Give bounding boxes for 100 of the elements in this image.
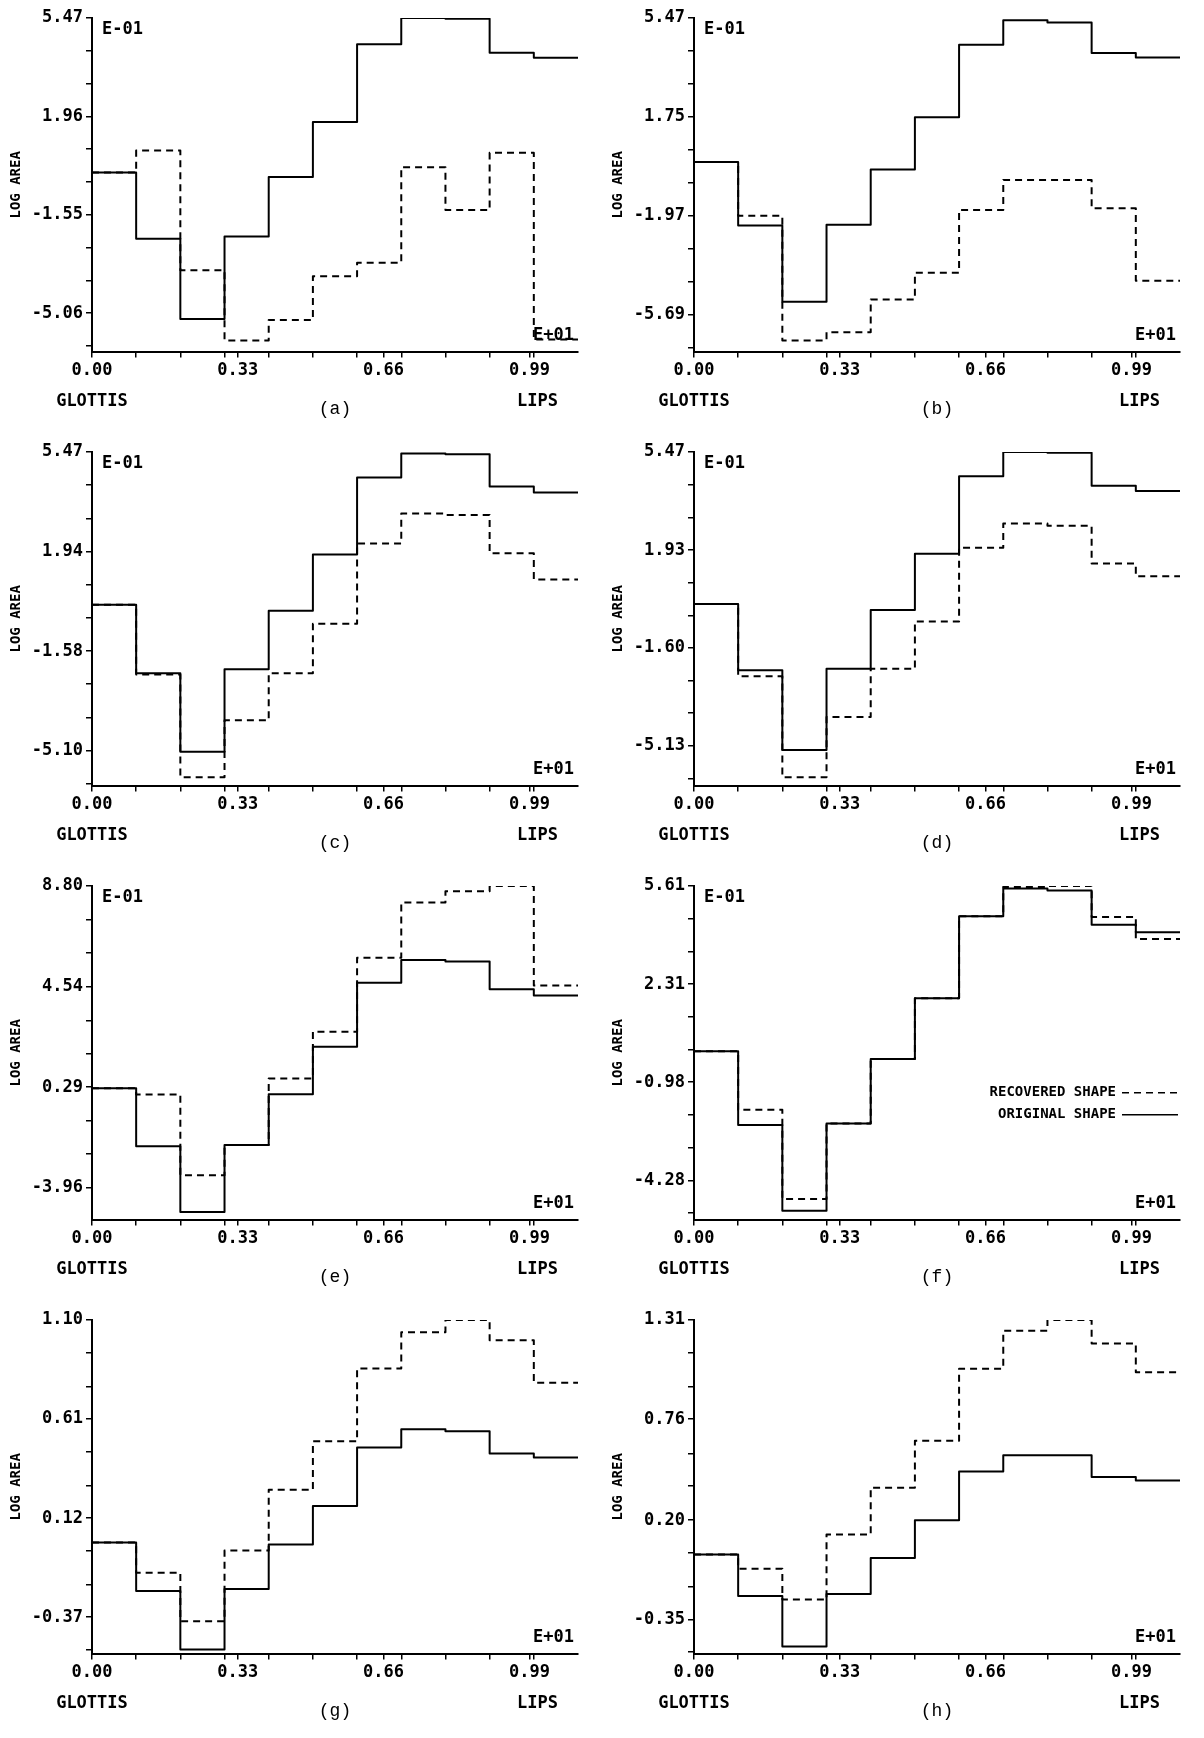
y-tick-label: -1.60 [633,636,685,657]
y-tick-label: -5.10 [31,739,83,759]
x-tick-label: 0.66 [363,1227,405,1248]
y-axis-title: LOG AREA [7,1452,24,1521]
x-tick-label: 0.66 [965,1661,1007,1682]
y-tick-label: 8.80 [42,874,83,895]
x-tick-label: 0.66 [363,1661,405,1682]
annotation: E+01 [533,758,574,779]
text: GLOTTIS [658,390,730,411]
y-axis-title: LOG AREA [7,584,24,653]
y-tick-label: 5.47 [42,6,83,27]
text: GLOTTIS [658,1692,730,1713]
y-tick-label: -1.58 [31,639,83,660]
text: LIPS [516,824,558,845]
y-tick-label: 5.47 [42,440,83,461]
x-axis-title: (h) [920,1701,954,1722]
x-axis-title: (g) [318,1701,352,1722]
annotation: E-01 [101,886,143,907]
y-tick-label: -1.55 [31,203,83,224]
x-tick-label: 0.33 [819,1227,861,1248]
x-tick-label: 0.33 [819,793,861,814]
y-tick-label: -3.96 [31,1176,83,1197]
y-tick-label: 1.93 [644,538,685,559]
x-tick-label: 0.00 [673,359,715,380]
y-tick-label: 1.10 [42,1308,83,1329]
y-tick-label: 1.94 [42,540,83,561]
x-tick-label: 0.33 [217,793,259,814]
x-tick-label: 0.00 [71,793,113,814]
legend-label: ORIGINAL SHAPE [997,1105,1116,1122]
y-tick-label: -4.28 [633,1168,685,1189]
annotation: E-01 [703,18,745,39]
annotation: E-01 [101,18,143,39]
x-tick-label: 0.99 [1110,793,1152,814]
text: GLOTTIS [56,390,128,411]
x-tick-label: 0.66 [363,793,405,814]
y-axis-title: LOG AREA [7,150,24,219]
y-tick-label: 1.31 [644,1308,685,1329]
annotation: E+01 [1135,758,1176,779]
y-tick-label: -0.98 [633,1070,685,1091]
y-tick-label: 5.61 [644,874,685,895]
x-tick-label: 0.00 [71,1227,113,1248]
x-axis-title: (d) [920,833,954,854]
x-tick-label: 0.99 [1110,1227,1152,1248]
y-tick-label: 5.47 [644,6,685,27]
annotation: E+01 [1135,324,1176,345]
y-tick-label: 5.47 [644,440,685,461]
text: GLOTTIS [56,1692,128,1713]
x-tick-label: 0.66 [965,793,1007,814]
y-tick-label: 1.96 [42,104,83,125]
y-tick-label: -0.37 [31,1605,83,1626]
y-tick-label: 4.54 [42,975,83,996]
text: GLOTTIS [658,1258,730,1279]
annotation: E+01 [533,324,574,345]
x-axis-title: (a) [318,399,352,420]
text: LIPS [516,390,558,411]
text: LIPS [516,1258,558,1279]
x-tick-label: 0.00 [673,1661,715,1682]
y-tick-label: -5.06 [31,301,83,322]
x-tick-label: 0.66 [363,359,405,380]
x-tick-label: 0.00 [673,1227,715,1248]
x-axis-title: (c) [318,833,352,854]
text: LIPS [1118,1692,1160,1713]
y-tick-label: 1.75 [644,105,685,126]
x-tick-label: 0.99 [1110,359,1152,380]
y-tick-label: 0.61 [42,1407,83,1428]
y-axis-title: LOG AREA [609,150,626,219]
y-axis-title: LOG AREA [609,1452,626,1521]
y-tick-label: 0.12 [42,1506,83,1527]
text: GLOTTIS [658,824,730,845]
x-tick-label: 0.66 [965,359,1007,380]
text: LIPS [1118,1258,1160,1279]
y-tick-label: -5.69 [633,303,685,324]
annotation: E-01 [703,886,745,907]
annotation: E-01 [703,452,745,473]
y-axis-title: LOG AREA [7,1018,24,1087]
x-tick-label: 0.00 [71,359,113,380]
y-tick-label: 0.20 [644,1508,685,1529]
x-tick-label: 0.33 [217,1227,259,1248]
annotation: E+01 [533,1192,574,1213]
annotation: E+01 [1135,1626,1176,1647]
y-tick-label: 0.29 [42,1075,83,1096]
y-axis-title: LOG AREA [609,584,626,653]
annotation: E+01 [1135,1192,1176,1213]
y-tick-label: -5.13 [633,734,685,755]
x-tick-label: 0.00 [673,793,715,814]
x-tick-label: 0.00 [71,1661,113,1682]
x-tick-label: 0.33 [819,1661,861,1682]
y-tick-label: -0.35 [633,1607,685,1628]
x-axis-title: (b) [920,399,954,420]
annotation: E-01 [101,452,143,473]
text: GLOTTIS [56,824,128,845]
x-tick-label: 0.99 [508,1227,550,1248]
x-tick-label: 0.33 [819,359,861,380]
x-tick-label: 0.33 [217,1661,259,1682]
text: LIPS [1118,824,1160,845]
y-tick-label: 0.76 [644,1407,685,1428]
y-tick-label: 2.31 [644,972,685,993]
legend-label: RECOVERED SHAPE [989,1083,1116,1100]
y-tick-label: -1.97 [633,204,685,225]
text: GLOTTIS [56,1258,128,1279]
